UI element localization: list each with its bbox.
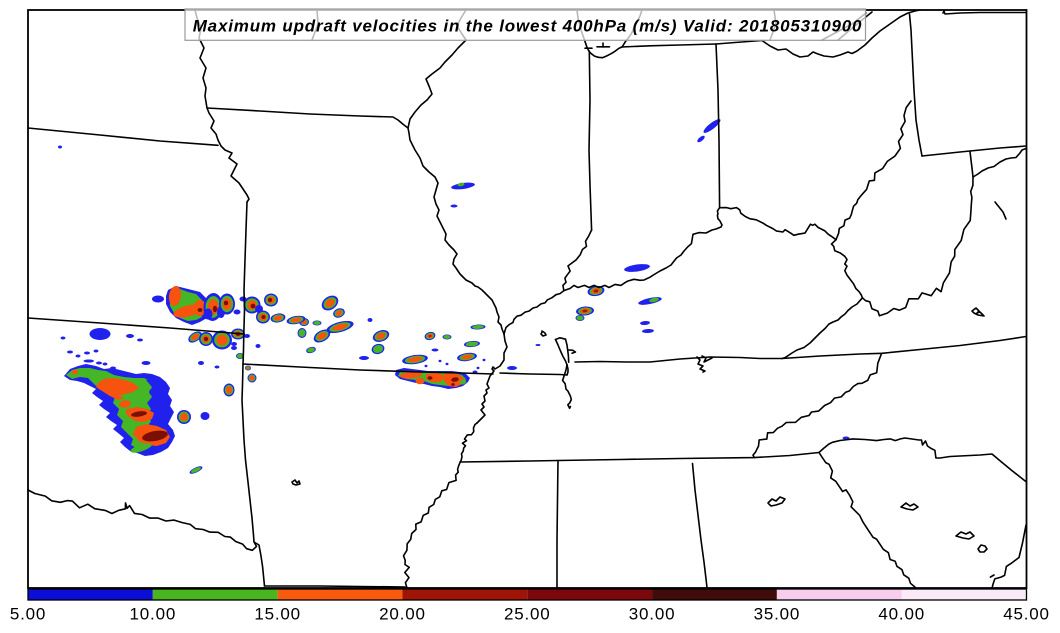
svg-text:20.00: 20.00	[379, 604, 426, 623]
svg-text:10.00: 10.00	[130, 604, 177, 623]
svg-text:Maximum updraft velocities in: Maximum updraft velocities in the lowest…	[193, 17, 863, 36]
svg-text:5.00: 5.00	[10, 604, 46, 623]
svg-text:15.00: 15.00	[254, 604, 301, 623]
svg-text:40.00: 40.00	[878, 604, 925, 623]
svg-text:30.00: 30.00	[629, 604, 676, 623]
svg-text:45.00: 45.00	[1003, 604, 1050, 623]
svg-text:35.00: 35.00	[754, 604, 801, 623]
svg-text:25.00: 25.00	[504, 604, 551, 623]
